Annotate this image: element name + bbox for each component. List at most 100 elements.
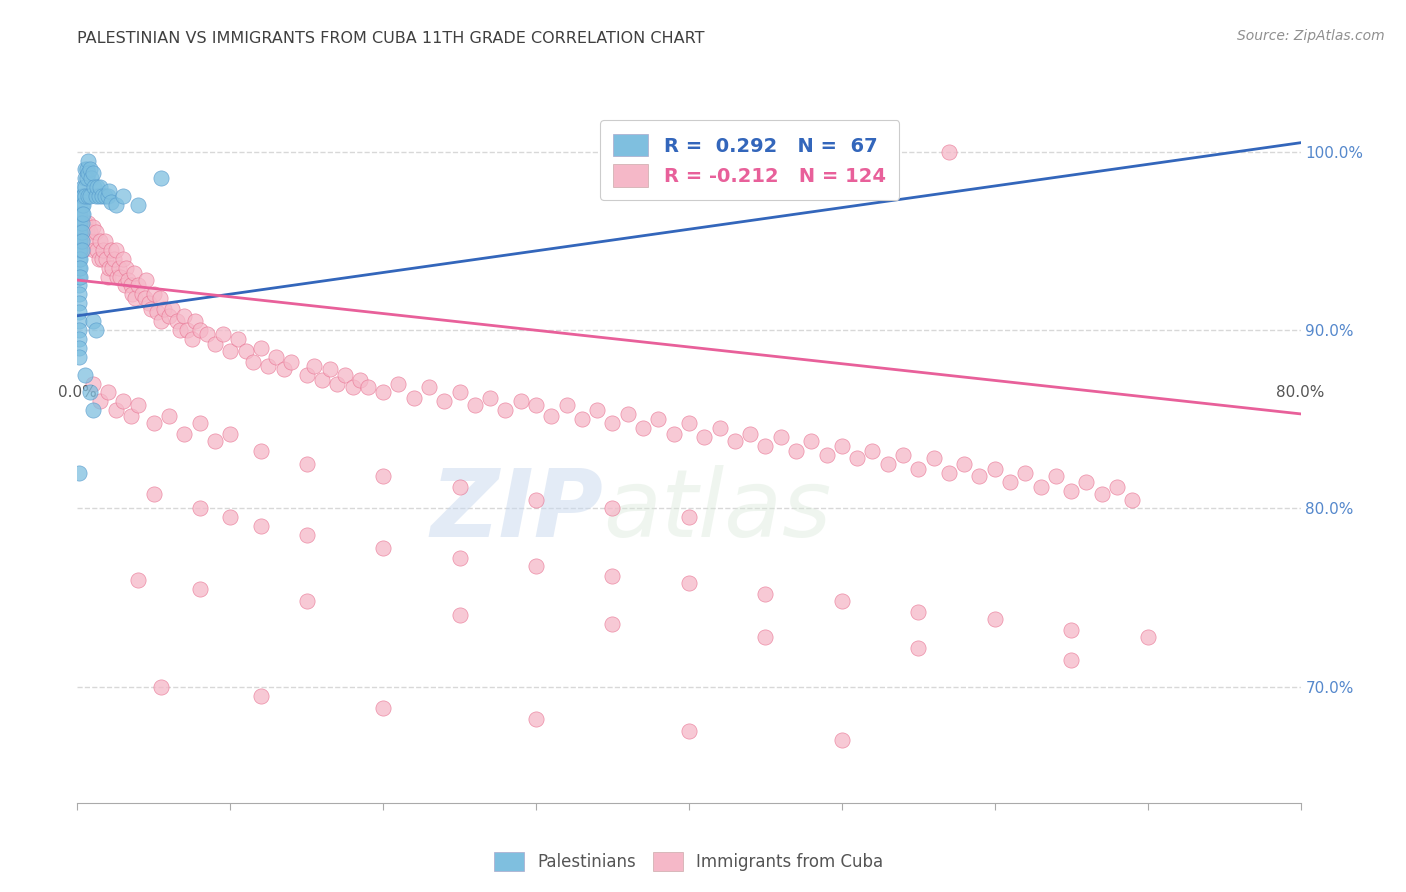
Point <box>69 243 91 257</box>
Point <box>173 426 195 441</box>
Point <box>150 171 173 186</box>
Point <box>318 362 340 376</box>
Point <box>117 273 139 287</box>
Point <box>349 373 371 387</box>
Point <box>524 492 547 507</box>
Point <box>87 252 110 266</box>
Point <box>100 194 122 209</box>
Point <box>69 198 91 212</box>
Point <box>846 451 869 466</box>
Text: 80.0%: 80.0% <box>1277 385 1324 401</box>
Point <box>371 385 394 400</box>
Point <box>304 359 326 373</box>
Point <box>122 266 145 280</box>
Point <box>1029 480 1052 494</box>
Point <box>509 394 531 409</box>
Point <box>662 426 685 441</box>
Point <box>907 605 929 619</box>
Point <box>250 519 273 533</box>
Point <box>815 448 838 462</box>
Point <box>104 403 127 417</box>
Point <box>998 475 1021 489</box>
Point <box>938 466 960 480</box>
Point <box>67 314 90 328</box>
Point <box>90 189 112 203</box>
Point <box>524 398 547 412</box>
Point <box>139 301 162 316</box>
Point <box>107 260 129 275</box>
Point <box>67 296 90 310</box>
Point <box>1014 466 1036 480</box>
Point <box>754 587 776 601</box>
Point <box>571 412 593 426</box>
Point <box>77 216 100 230</box>
Point <box>114 278 136 293</box>
Point <box>120 409 142 423</box>
Point <box>524 712 547 726</box>
Point <box>953 457 976 471</box>
Point <box>524 558 547 573</box>
Point <box>79 225 101 239</box>
Point <box>142 287 165 301</box>
Point <box>219 344 242 359</box>
Point <box>96 252 118 266</box>
Point <box>69 260 91 275</box>
Point <box>89 180 111 194</box>
Point <box>922 451 945 466</box>
Point <box>295 594 318 608</box>
Point <box>73 189 96 203</box>
Point <box>97 385 120 400</box>
Point <box>831 439 853 453</box>
Point <box>153 301 176 316</box>
Point <box>108 269 131 284</box>
Point <box>188 501 211 516</box>
Point <box>67 350 90 364</box>
Point <box>754 630 776 644</box>
Point <box>891 448 914 462</box>
Point <box>540 409 562 423</box>
Point <box>69 234 91 248</box>
Point <box>176 323 198 337</box>
Point <box>73 162 96 177</box>
Point <box>326 376 349 391</box>
Point <box>72 243 94 257</box>
Point <box>295 528 318 542</box>
Point <box>70 216 93 230</box>
Point <box>449 551 471 566</box>
Point <box>83 180 105 194</box>
Point <box>86 243 108 257</box>
Point <box>371 469 394 483</box>
Point <box>70 234 93 248</box>
Point <box>67 207 90 221</box>
Point <box>678 724 700 739</box>
Point <box>1136 630 1159 644</box>
Point <box>631 421 654 435</box>
Point <box>69 225 91 239</box>
Point <box>876 457 898 471</box>
Point <box>264 350 287 364</box>
Point <box>69 207 91 221</box>
Point <box>104 243 127 257</box>
Point <box>73 216 96 230</box>
Point <box>333 368 356 382</box>
Point <box>67 287 90 301</box>
Point <box>149 291 172 305</box>
Point <box>173 309 195 323</box>
Point <box>112 252 135 266</box>
Point <box>235 344 257 359</box>
Point <box>1060 623 1083 637</box>
Point <box>449 480 471 494</box>
Point <box>70 216 93 230</box>
Point <box>90 252 112 266</box>
Point <box>769 430 792 444</box>
Point <box>226 332 249 346</box>
Point <box>79 162 101 177</box>
Point <box>250 689 273 703</box>
Point <box>70 234 93 248</box>
Point <box>785 444 807 458</box>
Point <box>67 260 90 275</box>
Text: atlas: atlas <box>603 465 831 556</box>
Point <box>831 594 853 608</box>
Point <box>115 260 138 275</box>
Point <box>104 198 127 212</box>
